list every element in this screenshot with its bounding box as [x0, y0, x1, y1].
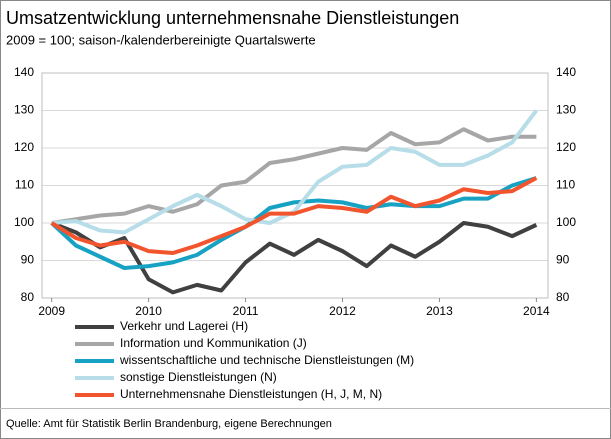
- legend-label: wissentschaftliche und technische Dienst…: [119, 353, 414, 367]
- x-tick-label: 2011: [233, 304, 259, 318]
- legend-label: Unternehmensnahe Dienstleistungen (H, J,…: [120, 387, 382, 401]
- series-line: [51, 127, 537, 225]
- x-tick-label: 2013: [426, 304, 453, 318]
- y-tick-label: 100: [14, 215, 34, 229]
- x-tick-label: 2009: [38, 304, 65, 318]
- y2-tick-label: 140: [556, 65, 576, 79]
- series-line: [50, 221, 538, 295]
- series-line: [50, 176, 537, 270]
- legend-label: Information und Kommunikation (J): [120, 336, 307, 350]
- y-tick-label: 130: [14, 103, 34, 117]
- legend-label: Verkehr und Lagerei (H): [120, 319, 248, 333]
- chart-title: Umsatzentwicklung unternehmensnahe Diens…: [6, 8, 459, 28]
- x-tick-label: 2014: [523, 304, 550, 318]
- plot-frame: [41, 72, 549, 299]
- y-tick-label: 80: [21, 290, 35, 304]
- y2-tick-label: 120: [556, 140, 576, 154]
- y2-tick-label: 110: [556, 178, 575, 192]
- source-note: Quelle: Amt für Statistik Berlin Branden…: [6, 418, 332, 430]
- y-tick-label: 120: [14, 140, 34, 154]
- y2-tick-label: 90: [556, 253, 570, 267]
- x-tick-label: 2010: [135, 304, 162, 318]
- y2-tick-label: 80: [556, 290, 570, 304]
- series-line: [50, 176, 538, 255]
- y2-tick-label: 100: [556, 215, 576, 229]
- y-tick-label: 110: [15, 178, 34, 192]
- x-tick-label: 2012: [329, 304, 356, 318]
- chart-subtitle: 2009 = 100; saison-/kalenderbereinigte Q…: [6, 32, 316, 47]
- legend-label: sonstige Dienstleistungen (N): [120, 370, 277, 384]
- y2-tick-label: 130: [556, 103, 576, 117]
- y-tick-label: 90: [21, 253, 35, 267]
- y-tick-label: 140: [14, 65, 34, 79]
